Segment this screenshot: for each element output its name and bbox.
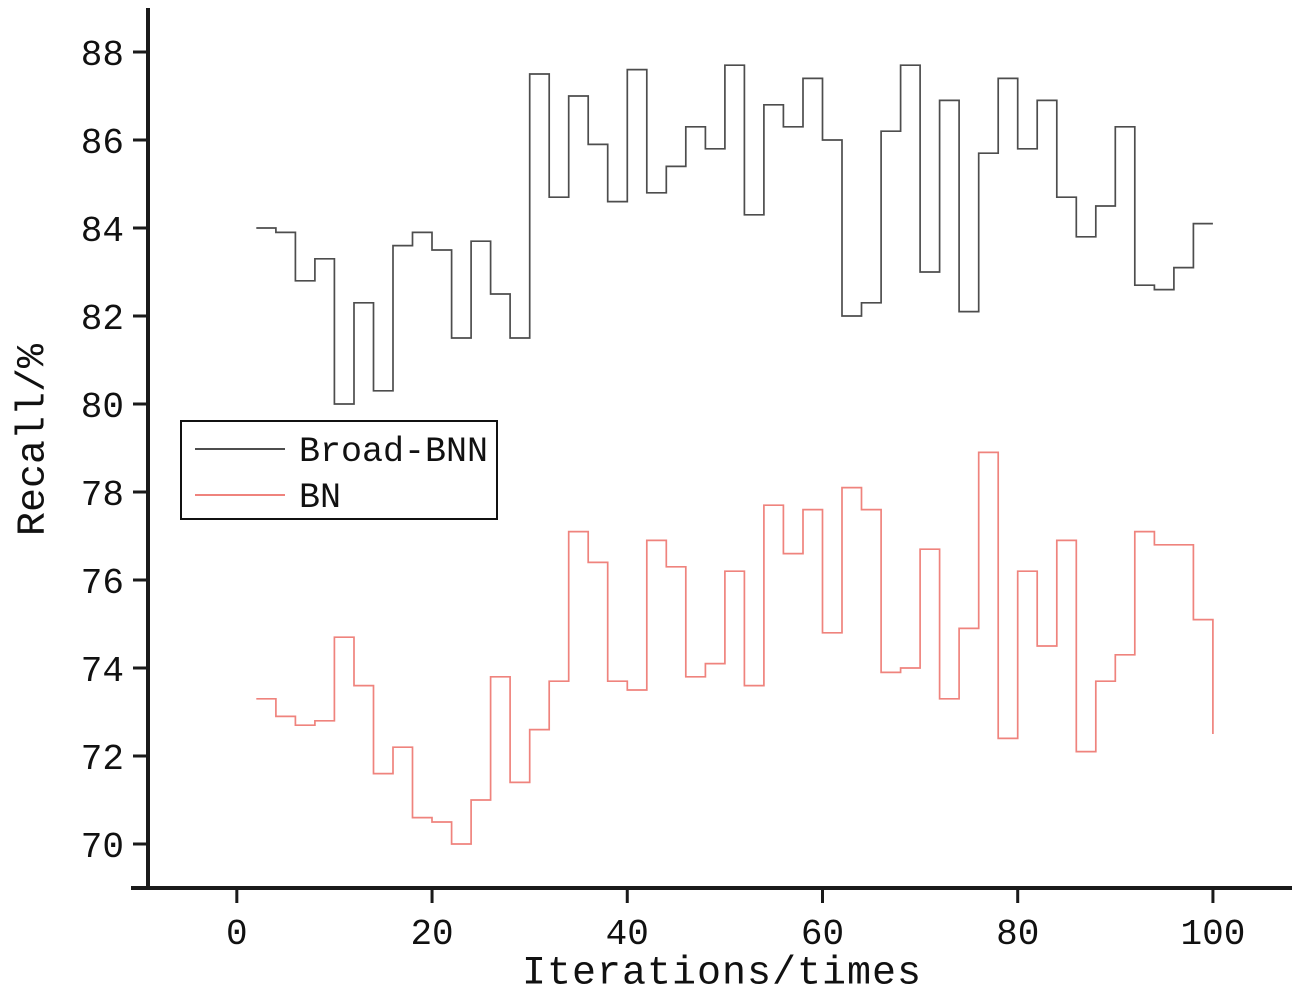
x-tick-label: 40 xyxy=(606,914,649,955)
legend-entry-broad-bnn: Broad-BNN xyxy=(195,432,488,472)
x-tick-label: 60 xyxy=(801,914,844,955)
x-tick-label: 20 xyxy=(410,914,453,955)
series-line-bn xyxy=(256,451,1214,845)
y-tick-label: 76 xyxy=(81,563,124,604)
y-tick-label: 86 xyxy=(81,123,124,164)
y-tick-label: 82 xyxy=(81,299,124,340)
x-axis-label: Iterations/times xyxy=(521,951,923,997)
y-axis-label: Recall/% xyxy=(11,343,57,537)
legend-box xyxy=(180,420,498,520)
x-tick-label: 80 xyxy=(996,914,1039,955)
y-tick-label: 78 xyxy=(81,475,124,516)
x-tick-label: 100 xyxy=(1181,914,1246,955)
legend-entry-bn: BN xyxy=(195,478,341,518)
legend-label: BN xyxy=(299,478,341,518)
y-tick-label: 80 xyxy=(81,387,124,428)
y-tick-label: 84 xyxy=(81,211,124,252)
legend-label: Broad-BNN xyxy=(299,432,488,472)
y-tick-label: 72 xyxy=(81,739,124,780)
y-tick-label: 88 xyxy=(81,35,124,76)
legend: Broad-BNN BN xyxy=(180,420,498,520)
x-tick-label: 0 xyxy=(226,914,248,955)
y-tick-label: 74 xyxy=(81,651,124,692)
series-line-broad-bnn xyxy=(256,64,1213,405)
y-tick-label: 70 xyxy=(81,827,124,868)
